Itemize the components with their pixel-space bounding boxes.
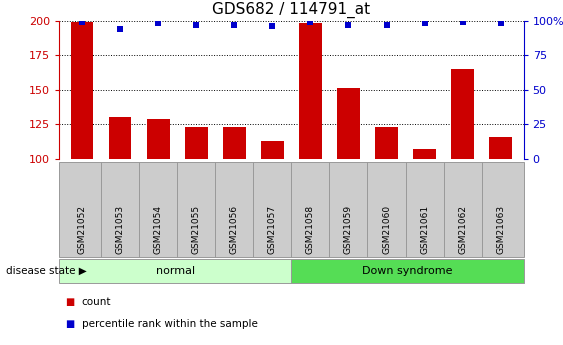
Point — [496, 21, 505, 26]
Text: normal: normal — [156, 266, 195, 276]
Text: GSM21059: GSM21059 — [344, 205, 353, 254]
Bar — [261, 141, 284, 159]
Point — [344, 22, 353, 28]
Point — [268, 23, 277, 29]
Text: GSM21057: GSM21057 — [268, 205, 277, 254]
Text: GSM21053: GSM21053 — [115, 205, 124, 254]
Text: count: count — [82, 297, 111, 307]
Text: GSM21060: GSM21060 — [382, 205, 391, 254]
Text: GSM21063: GSM21063 — [496, 205, 505, 254]
Bar — [452, 69, 474, 159]
Title: GDS682 / 114791_at: GDS682 / 114791_at — [212, 2, 370, 18]
Text: GSM21056: GSM21056 — [230, 205, 239, 254]
Text: GSM21054: GSM21054 — [154, 205, 163, 254]
Bar — [375, 127, 398, 159]
Text: GSM21062: GSM21062 — [458, 205, 467, 254]
Text: GSM21058: GSM21058 — [306, 205, 315, 254]
Bar — [489, 137, 512, 159]
Text: ■: ■ — [65, 297, 74, 307]
Bar — [337, 88, 360, 159]
Point — [230, 22, 239, 28]
Point — [191, 22, 200, 28]
Text: GSM21061: GSM21061 — [420, 205, 429, 254]
Point — [458, 19, 467, 25]
Text: percentile rank within the sample: percentile rank within the sample — [82, 319, 257, 329]
Point — [382, 22, 391, 28]
Point — [154, 21, 163, 26]
Bar — [109, 117, 131, 159]
Bar — [299, 23, 322, 159]
Bar — [70, 22, 93, 159]
Text: disease state ▶: disease state ▶ — [6, 266, 86, 276]
Text: ■: ■ — [65, 319, 74, 329]
Point — [420, 21, 429, 26]
Bar — [413, 149, 436, 159]
Bar — [185, 127, 208, 159]
Point — [78, 19, 87, 25]
Text: GSM21052: GSM21052 — [78, 205, 87, 254]
Bar — [147, 119, 169, 159]
Point — [115, 26, 124, 32]
Text: GSM21055: GSM21055 — [191, 205, 200, 254]
Text: Down syndrome: Down syndrome — [362, 266, 453, 276]
Bar — [223, 127, 245, 159]
Point — [306, 19, 315, 25]
